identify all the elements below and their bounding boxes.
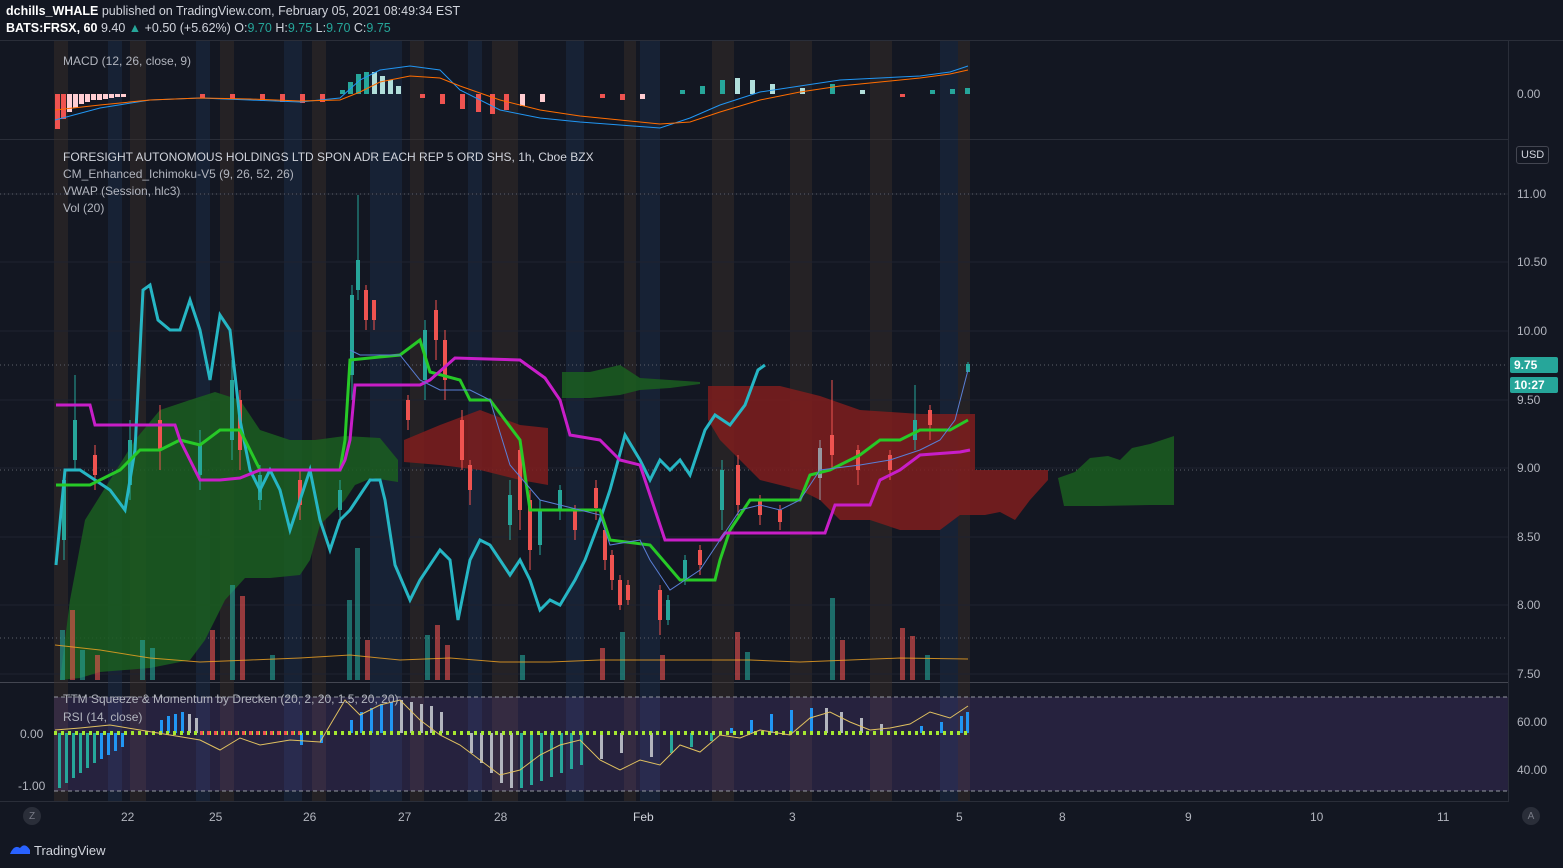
- time-axis-label: 9: [1185, 810, 1192, 824]
- rsi-axis-label: 40.00: [1517, 763, 1548, 777]
- volume-legend[interactable]: Vol (20): [63, 201, 105, 215]
- low-value: 9.70: [326, 21, 351, 35]
- macd-legend[interactable]: MACD (12, 26, close, 9): [63, 54, 192, 68]
- price-axis-label: 11.00: [1517, 187, 1547, 201]
- zoom-reset-button[interactable]: Z: [23, 807, 41, 825]
- rsi-legend[interactable]: RSI (14, close): [63, 710, 143, 724]
- signal-line: [54, 69, 969, 125]
- momentum-axis-label: 0.00: [20, 727, 44, 741]
- countdown-tag: 10:27: [1510, 377, 1558, 393]
- close-label: C:: [353, 21, 367, 35]
- price-axis-label: 10.50: [1517, 255, 1548, 269]
- time-axis-label: 26: [303, 810, 317, 824]
- close-value: 9.75: [366, 21, 391, 35]
- macd-histogram: [55, 72, 970, 129]
- chikou-cyan-line: [54, 282, 766, 621]
- tradingview-logo-icon[interactable]: [8, 842, 32, 858]
- vwap-legend[interactable]: VWAP (Session, hlc3): [63, 184, 181, 198]
- low-label: L:: [315, 21, 327, 35]
- tenkan-green-line: [56, 337, 969, 582]
- time-axis-label: 28: [494, 810, 508, 824]
- rsi-line: [54, 699, 969, 776]
- vwap-line: [349, 349, 969, 591]
- momentum-axis-label: -1.00: [18, 779, 46, 793]
- published-text: published on TradingView.com, February 0…: [101, 4, 461, 18]
- price-axis-label: 9.50: [1517, 393, 1541, 407]
- time-axis-label: 25: [209, 810, 223, 824]
- kijun-magenta-line: [56, 356, 971, 542]
- up-arrow-icon: ▲: [128, 21, 142, 35]
- high-label: H:: [275, 21, 288, 35]
- symbol-label[interactable]: BATS:FRSX, 60: [6, 21, 98, 35]
- price-axis-label: 8.50: [1517, 530, 1541, 544]
- time-axis-label: 8: [1059, 810, 1066, 824]
- last-price-tag: 9.75: [1510, 357, 1558, 373]
- price-axis-label: 8.00: [1517, 598, 1541, 612]
- high-value: 9.75: [287, 21, 313, 35]
- squeeze-histogram: [58, 700, 969, 788]
- ichimoku-legend[interactable]: CM_Enhanced_Ichimoku-V5 (9, 26, 52, 26): [63, 167, 294, 181]
- time-axis-label: 11: [1437, 810, 1450, 824]
- ohlc-line: BATS:FRSX, 60 9.40 ▲ +0.50 (+5.62%) O:9.…: [6, 21, 391, 35]
- price-axis-label: 9.00: [1517, 461, 1541, 475]
- time-axis-label: 27: [398, 810, 412, 824]
- main-title[interactable]: FORESIGHT AUTONOMOUS HOLDINGS LTD SPON A…: [63, 150, 594, 164]
- rsi-axis-label: 60.00: [1517, 715, 1548, 729]
- footer-bar: [0, 836, 1563, 868]
- time-axis-label: Feb: [633, 810, 654, 824]
- price-axis-label: 10.00: [1517, 324, 1548, 338]
- price-change: +0.50 (+5.62%): [144, 21, 231, 35]
- volume-ma-line: [54, 644, 969, 663]
- rsi-band: [54, 697, 1508, 791]
- time-axis-label: 3: [789, 810, 796, 824]
- price-axis-label: 7.50: [1517, 667, 1541, 681]
- auto-scale-button[interactable]: A: [1522, 807, 1540, 825]
- tradingview-brand[interactable]: TradingView: [34, 843, 106, 858]
- open-label: O:: [234, 21, 248, 35]
- author-name[interactable]: dchills_WHALE: [6, 4, 99, 18]
- macd-line: [54, 65, 969, 129]
- squeeze-legend[interactable]: TTM Squeeze & Momentum by Drecken (20, 2…: [63, 692, 399, 706]
- open-value: 9.70: [247, 21, 272, 35]
- time-axis-label: 5: [956, 810, 963, 824]
- time-axis-label: 22: [121, 810, 135, 824]
- macd-axis-label: 0.00: [1517, 87, 1541, 101]
- currency-badge[interactable]: USD: [1516, 146, 1550, 164]
- last-price: 9.40: [100, 21, 126, 35]
- publisher-line: dchills_WHALE published on TradingView.c…: [6, 4, 460, 18]
- time-axis-label: 10: [1310, 810, 1324, 824]
